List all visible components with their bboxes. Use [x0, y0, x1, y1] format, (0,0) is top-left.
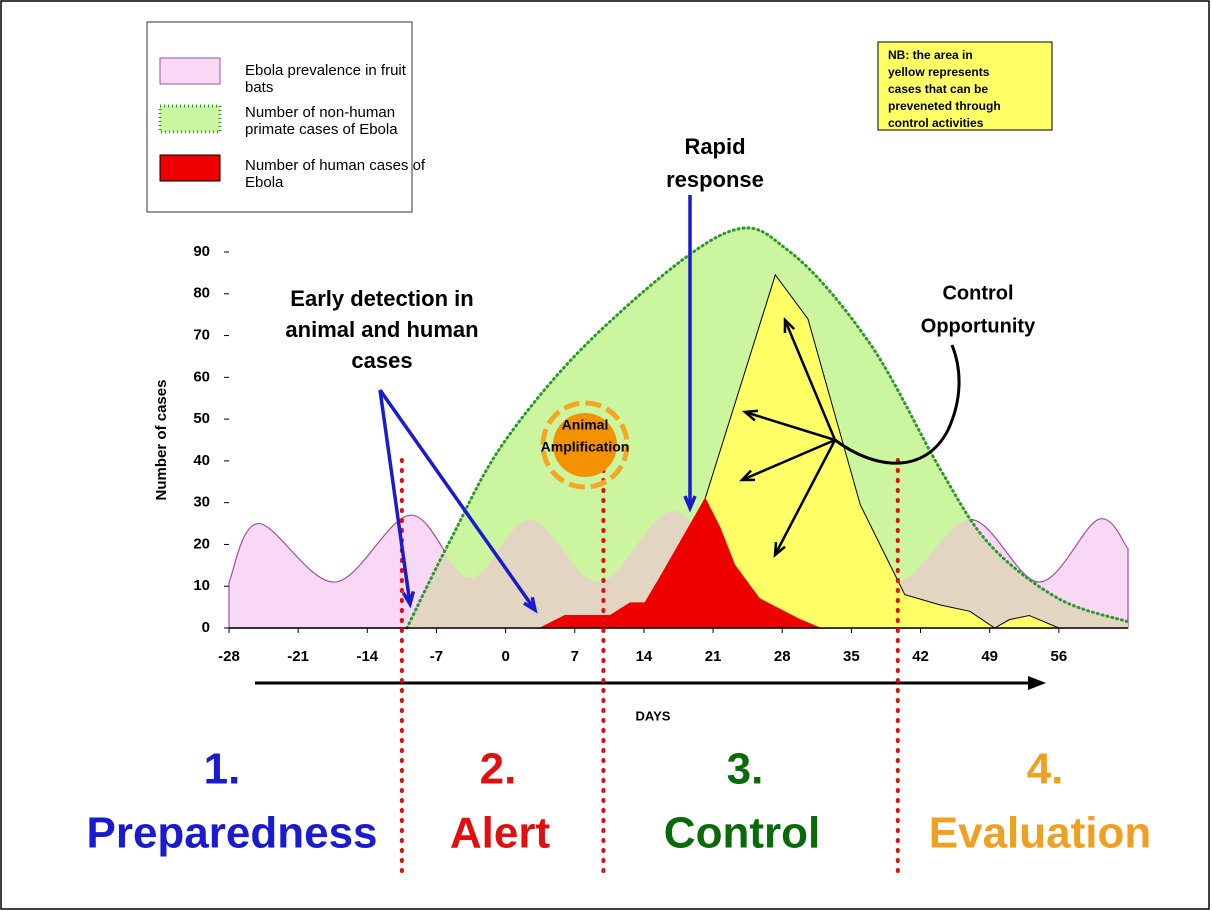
legend-label: Number of non-human primate cases of Ebo… — [245, 104, 430, 138]
phase-label: Alert — [450, 809, 551, 858]
note-text: cases that can be — [888, 82, 988, 96]
phase-number: 4. — [1027, 745, 1064, 794]
y-tick-label: 0 — [202, 619, 210, 636]
x-tick-label: 35 — [843, 648, 860, 665]
phase-number: 2. — [480, 745, 517, 794]
y-axis-label: Number of cases — [153, 380, 170, 501]
note-text: preveneted through — [888, 99, 1001, 113]
y-tick-label: 50 — [193, 410, 210, 427]
phase-label: Evaluation — [929, 809, 1152, 858]
legend-swatch — [160, 106, 220, 132]
control-opportunity-text: Opportunity — [921, 315, 1036, 337]
x-tick-label: 56 — [1051, 648, 1068, 665]
y-tick-label: 60 — [193, 368, 210, 385]
x-tick-label: 21 — [705, 648, 722, 665]
x-tick-label: 0 — [501, 648, 509, 665]
phase-number: 1. — [204, 745, 241, 794]
early-detection-text: animal and human — [285, 317, 478, 342]
phase-label: Control — [664, 809, 820, 858]
note-text: control activities — [888, 116, 984, 130]
x-tick-label: -7 — [430, 648, 443, 665]
page: 0 10 20 30 40 50 60 70 80 90 -28 -21 -14 -7 0 7 14 21 28 35… — [0, 0, 1212, 911]
x-tick-label: 42 — [912, 648, 929, 665]
legend-swatch — [160, 58, 220, 84]
legend-swatch — [160, 155, 220, 181]
note-text: NB: the area in — [888, 48, 973, 62]
animal-amplification-text: Amplification — [541, 439, 630, 455]
x-tick-label: 14 — [636, 648, 653, 665]
early-detection-text: cases — [351, 348, 412, 373]
y-tick-label: 70 — [193, 327, 210, 344]
rapid-response-text: response — [666, 167, 764, 192]
x-tick-label: -21 — [287, 648, 309, 665]
y-tick-label: 40 — [193, 452, 210, 469]
note-text: yellow represents — [888, 65, 990, 79]
y-tick-label: 80 — [193, 285, 210, 302]
control-opportunity-text: Control — [942, 282, 1013, 304]
phase-label: Preparedness — [86, 809, 377, 858]
x-tick-label: 49 — [981, 648, 998, 665]
rapid-response-text: Rapid — [684, 134, 745, 159]
x-tick-label: 28 — [774, 648, 791, 665]
phase-number: 3. — [727, 745, 764, 794]
x-tick-label: -14 — [356, 648, 378, 665]
y-tick-label: 30 — [193, 494, 210, 511]
chart: 0 10 20 30 40 50 60 70 80 90 -28 -21 -14 -7 0 7 14 21 28 35… — [0, 0, 1212, 911]
early-detection-text: Early detection in — [290, 286, 473, 311]
x-axis-label: DAYS — [636, 708, 671, 723]
y-tick-label: 20 — [193, 535, 210, 552]
animal-amplification-text: Animal — [562, 417, 609, 433]
x-tick-label: -28 — [218, 648, 240, 665]
y-tick-label: 10 — [193, 577, 210, 594]
legend-label: Number of human cases of Ebola — [245, 157, 430, 191]
legend-label: Ebola prevalence in fruit bats — [245, 62, 430, 96]
x-tick-label: 7 — [571, 648, 579, 665]
y-tick-label: 90 — [193, 243, 210, 260]
